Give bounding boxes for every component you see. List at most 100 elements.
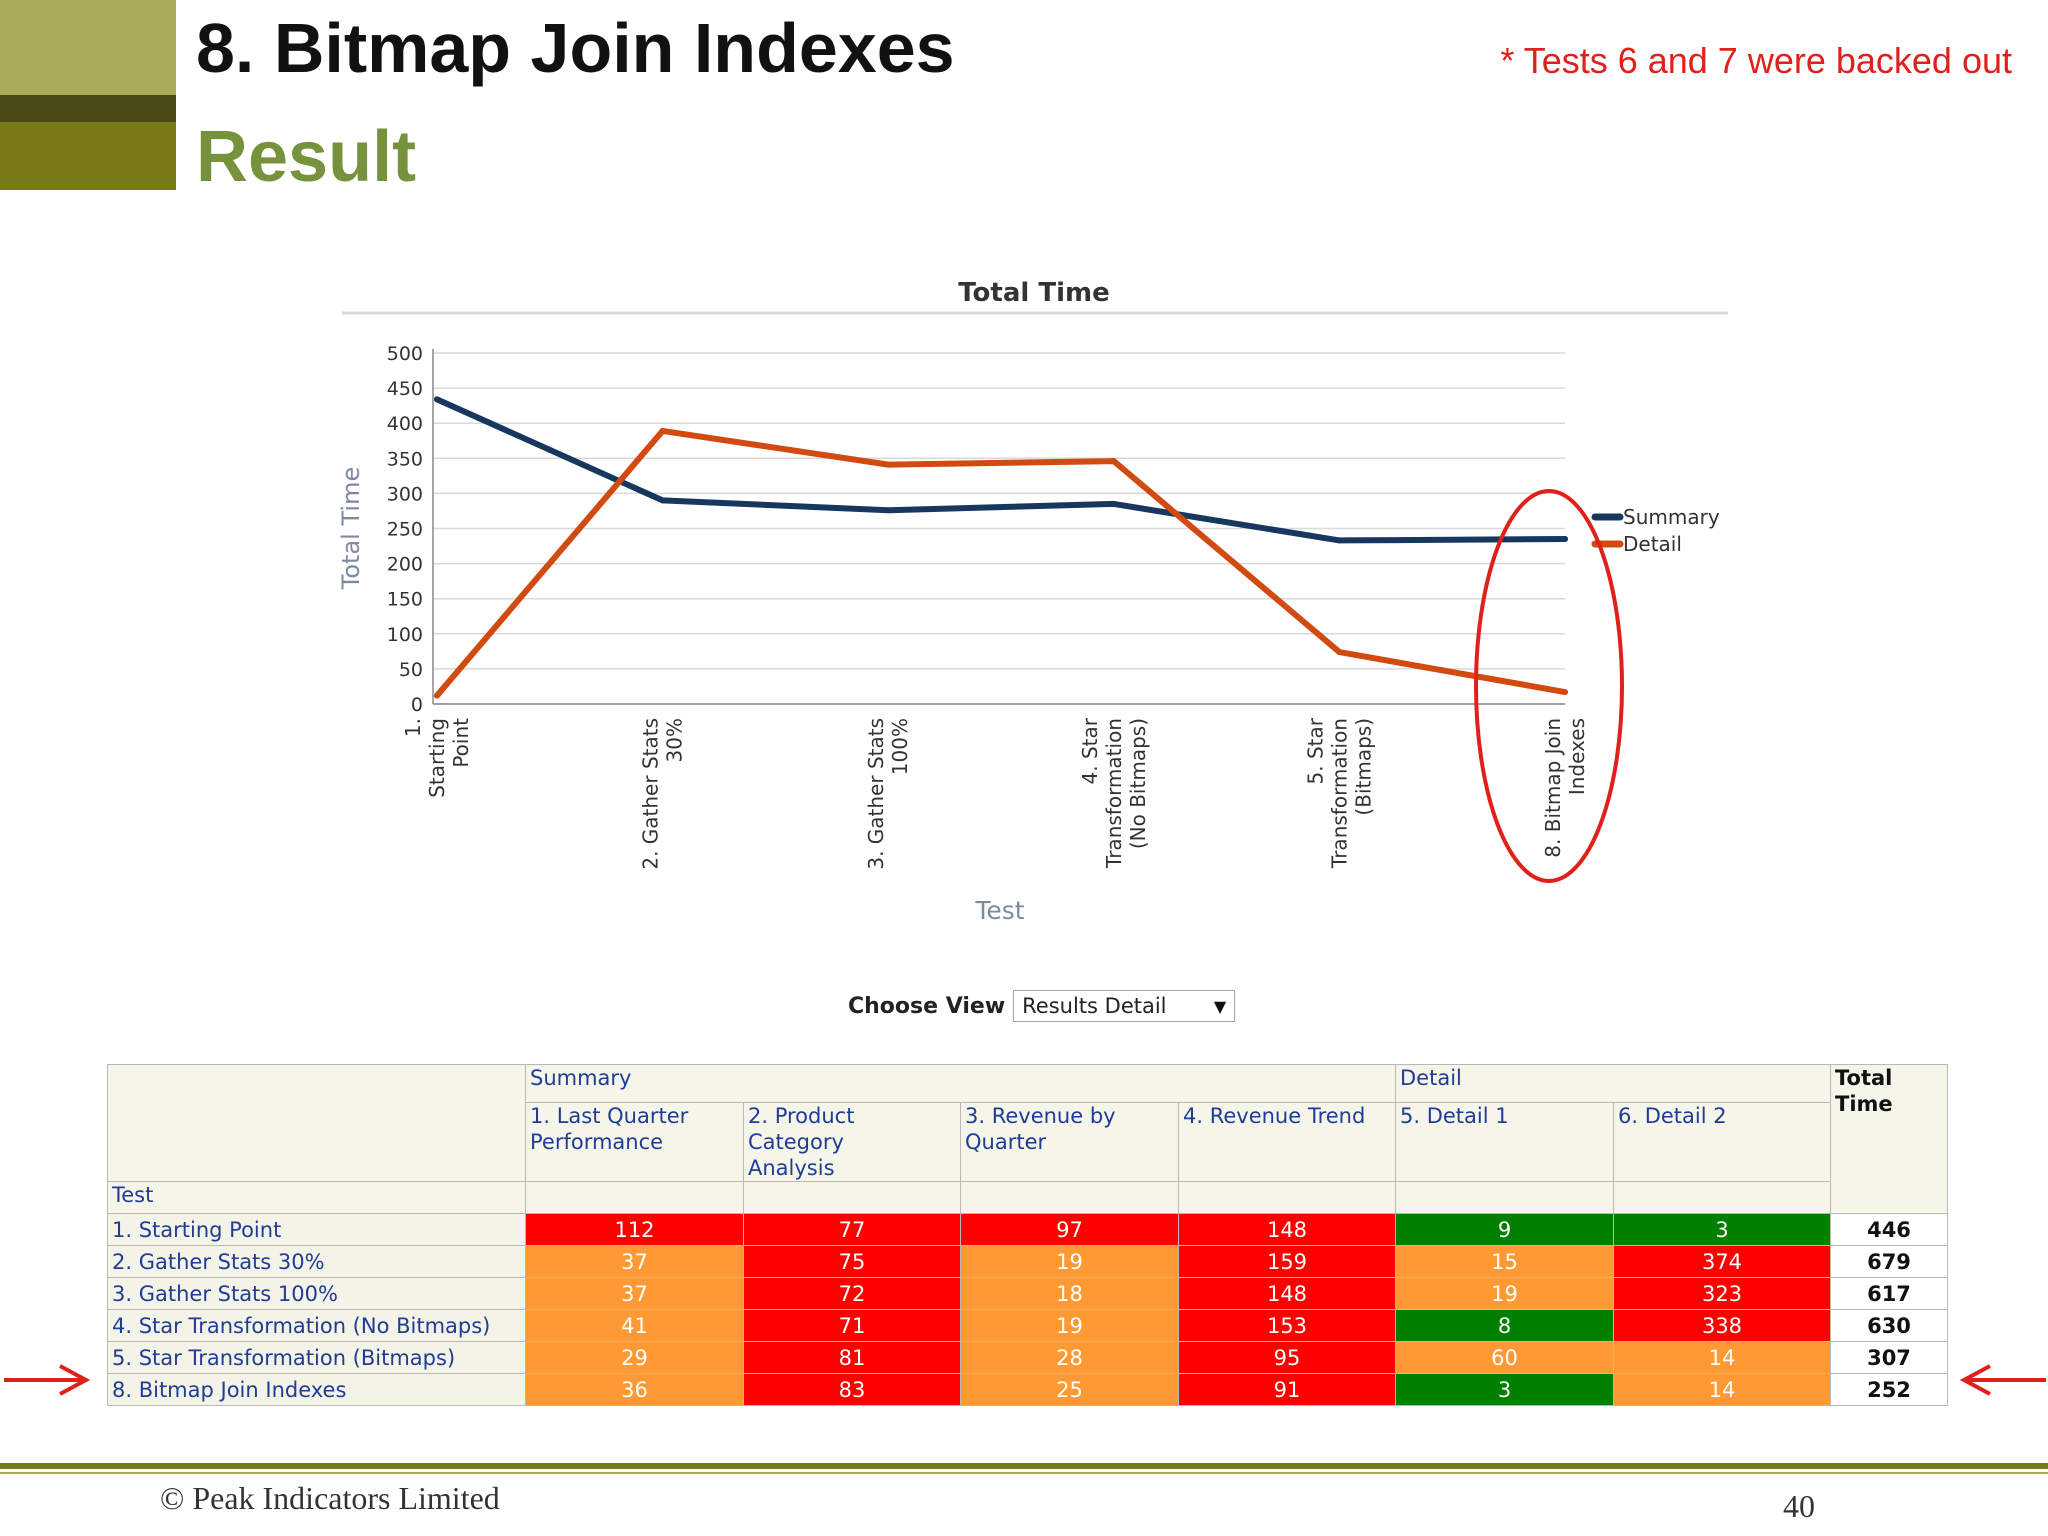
row-label[interactable]: 2. Gather Stats 30%	[107, 1245, 526, 1278]
corner-header	[107, 1064, 526, 1182]
x-tick-label: Starting	[425, 718, 449, 798]
value-cell: 77	[743, 1213, 961, 1246]
data-point-summary	[885, 507, 892, 514]
data-point-detail	[659, 427, 666, 434]
y-tick-label: 50	[399, 659, 423, 681]
view-select-value: Results Detail	[1022, 994, 1167, 1018]
data-point-summary	[434, 396, 440, 403]
series-line-summary	[434, 396, 1568, 544]
column-header: 6. Detail 2	[1613, 1102, 1831, 1182]
value-cell: 19	[1395, 1277, 1614, 1310]
x-tick-label: Transformation	[1102, 718, 1126, 869]
empty-header-cell	[1613, 1181, 1831, 1214]
value-cell: 159	[1178, 1245, 1396, 1278]
value-cell: 28	[960, 1341, 1179, 1374]
y-tick-label: 100	[387, 624, 423, 646]
row-label[interactable]: 5. Star Transformation (Bitmaps)	[107, 1341, 526, 1374]
data-point-detail	[1562, 689, 1568, 696]
value-cell: 3	[1613, 1213, 1831, 1246]
footer-rule	[0, 1463, 2048, 1469]
value-cell: 37	[525, 1277, 744, 1310]
value-cell: 71	[743, 1309, 961, 1342]
y-tick-label: 0	[411, 694, 423, 716]
total-cell: 679	[1830, 1245, 1948, 1278]
empty-header-cell	[960, 1181, 1179, 1214]
view-select[interactable]: Results Detail ▼	[1013, 990, 1236, 1022]
y-tick-label: 300	[387, 483, 423, 505]
value-cell: 37	[525, 1245, 744, 1278]
y-tick-label: 350	[387, 448, 423, 470]
table-row: 8. Bitmap Join Indexes 36 83 25 91 3 14 252	[107, 1373, 1948, 1406]
value-cell: 91	[1178, 1373, 1396, 1406]
x-tick-label: 2. Gather Stats	[639, 718, 663, 870]
total-time-header: Total Time	[1830, 1064, 1948, 1214]
column-header: 2. Product Category Analysis	[743, 1102, 961, 1182]
column-header-line	[1618, 1129, 1826, 1155]
value-cell: 72	[743, 1277, 961, 1310]
total-header-line1: Total	[1835, 1066, 1893, 1090]
choose-view-label: Choose View	[848, 993, 1006, 1019]
x-tick-label: 1.	[401, 718, 425, 737]
x-tick-label: 5. Star	[1303, 717, 1327, 784]
value-cell: 41	[525, 1309, 744, 1342]
x-tick-label: 100%	[888, 718, 912, 775]
slide-title: 8. Bitmap Join Indexes	[196, 9, 955, 87]
column-header: 5. Detail 1	[1395, 1102, 1614, 1182]
row-label[interactable]: 8. Bitmap Join Indexes	[107, 1373, 526, 1406]
total-header-line2: Time	[1835, 1092, 1893, 1116]
data-point-summary	[1336, 537, 1343, 544]
y-tick-label: 250	[387, 519, 423, 541]
header-decoration-band	[0, 95, 176, 122]
data-point-detail	[434, 692, 440, 699]
row-label[interactable]: 1. Starting Point	[107, 1213, 526, 1246]
value-cell: 14	[1613, 1341, 1831, 1374]
y-tick-label: 450	[387, 378, 423, 400]
chart-title: Total Time	[958, 278, 1109, 308]
data-point-summary	[1110, 500, 1117, 507]
legend-label: Detail	[1623, 532, 1682, 556]
value-cell: 8	[1395, 1309, 1614, 1342]
value-cell: 3	[1395, 1373, 1614, 1406]
legend-label: Summary	[1623, 505, 1720, 529]
column-header-line: 3. Revenue by	[965, 1104, 1116, 1128]
y-tick-label: 400	[387, 413, 423, 435]
total-cell: 252	[1830, 1373, 1948, 1406]
row-header-test: Test	[107, 1181, 526, 1214]
value-cell: 36	[525, 1373, 744, 1406]
data-point-summary	[659, 497, 666, 504]
row-label[interactable]: 4. Star Transformation (No Bitmaps)	[107, 1309, 526, 1342]
column-header-line: Performance	[530, 1130, 664, 1154]
value-cell: 148	[1178, 1277, 1396, 1310]
data-point-detail	[885, 461, 892, 468]
value-cell: 14	[1613, 1373, 1831, 1406]
total-cell: 617	[1830, 1277, 1948, 1310]
column-header: 1. Last Quarter Performance	[525, 1102, 744, 1182]
x-tick-label: (No Bitmaps)	[1126, 718, 1150, 849]
value-cell: 25	[960, 1373, 1179, 1406]
column-header: 4. Revenue Trend	[1178, 1102, 1396, 1182]
value-cell: 83	[743, 1373, 961, 1406]
value-cell: 81	[743, 1341, 961, 1374]
left-arrow-icon	[1959, 1364, 2046, 1396]
value-cell: 15	[1395, 1245, 1614, 1278]
backed-out-note: * Tests 6 and 7 were backed out	[1500, 40, 2012, 81]
series-line-detail	[434, 427, 1568, 699]
value-cell: 112	[525, 1213, 744, 1246]
data-point-detail	[1110, 458, 1117, 465]
header-decoration-top	[0, 0, 176, 95]
x-tick-label: Transformation	[1327, 718, 1351, 869]
x-tick-label: (Bitmaps)	[1351, 718, 1375, 816]
x-tick-label: 3. Gather Stats	[864, 718, 888, 870]
column-header-line	[1183, 1129, 1391, 1155]
group-header-detail: Detail	[1395, 1064, 1831, 1103]
value-cell: 148	[1178, 1213, 1396, 1246]
data-point-summary	[1562, 536, 1568, 543]
value-cell: 97	[960, 1213, 1179, 1246]
value-cell: 323	[1613, 1277, 1831, 1310]
slide-subtitle: Result	[196, 117, 417, 197]
right-arrow-icon	[4, 1364, 91, 1396]
row-label[interactable]: 3. Gather Stats 100%	[107, 1277, 526, 1310]
value-cell: 19	[960, 1245, 1179, 1278]
column-header-line	[1400, 1129, 1609, 1155]
footer-rule-thin	[0, 1472, 2048, 1474]
